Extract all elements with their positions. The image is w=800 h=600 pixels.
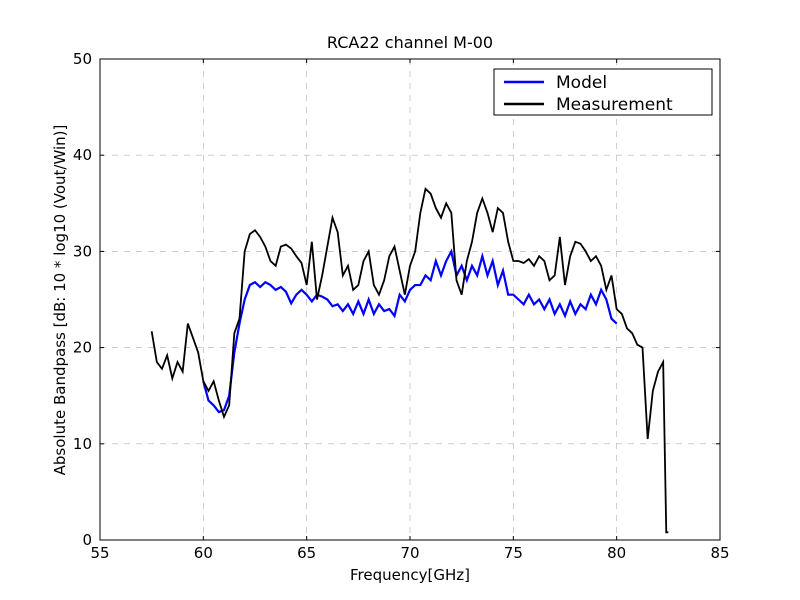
x-tick-label: 80	[607, 544, 626, 562]
x-tick-label: 70	[400, 544, 419, 562]
y-tick-label: 10	[73, 435, 92, 453]
plot-frame	[99, 58, 721, 541]
y-tick-label: 30	[73, 242, 92, 260]
legend	[493, 68, 713, 116]
y-axis-label: Absolute Bandpass [dB: 10 * log10 (Vout/…	[51, 125, 69, 476]
chart-title: RCA22 channel M-00	[327, 33, 493, 52]
x-tick-label: 65	[297, 544, 316, 562]
x-tick-label: 60	[194, 544, 213, 562]
y-tick-label: 50	[73, 50, 92, 68]
legend-label: Measurement	[556, 95, 673, 115]
y-tick-label: 20	[73, 339, 92, 357]
y-tick-label: 40	[73, 146, 92, 164]
x-tick-label: 55	[90, 544, 109, 562]
y-tick-label: 0	[82, 531, 92, 549]
x-tick-label: 75	[504, 544, 523, 562]
line-series	[202, 248, 618, 414]
x-tick-label: 85	[710, 544, 729, 562]
legend-label: Model	[556, 73, 607, 93]
line-series	[150, 187, 669, 534]
x-axis-label: Frequency[GHz]	[350, 566, 470, 584]
